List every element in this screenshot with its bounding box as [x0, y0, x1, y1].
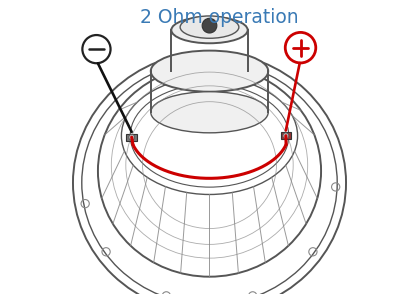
Circle shape: [202, 18, 217, 33]
Text: 2 Ohm operation: 2 Ohm operation: [140, 8, 299, 27]
Ellipse shape: [171, 17, 248, 43]
FancyBboxPatch shape: [127, 134, 137, 141]
Ellipse shape: [151, 51, 268, 92]
Circle shape: [129, 134, 134, 140]
Ellipse shape: [151, 92, 268, 133]
Circle shape: [283, 133, 289, 139]
FancyBboxPatch shape: [281, 132, 291, 140]
Ellipse shape: [180, 16, 239, 38]
